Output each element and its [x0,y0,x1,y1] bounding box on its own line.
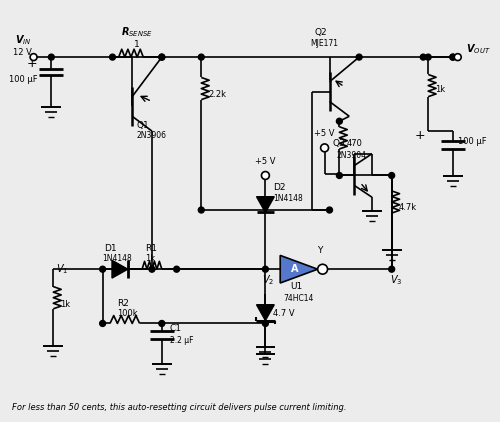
Text: R1: R1 [145,244,157,254]
Circle shape [48,54,54,60]
Circle shape [336,118,342,124]
Text: Y: Y [317,246,322,255]
Circle shape [388,266,394,272]
Circle shape [356,54,362,60]
Text: Q3: Q3 [332,139,345,148]
Text: V$_{OUT}$: V$_{OUT}$ [466,42,490,56]
Text: +: + [414,129,425,142]
Circle shape [159,54,165,60]
Text: C1: C1 [170,325,181,333]
Text: 1N4148: 1N4148 [274,194,303,203]
Text: R2: R2 [118,299,130,308]
Text: 2.2 μF: 2.2 μF [170,336,193,345]
Text: For less than 50 cents, this auto-resetting circuit delivers pulse current limit: For less than 50 cents, this auto-resett… [12,403,346,412]
Circle shape [450,54,456,60]
Text: +5 V: +5 V [255,157,276,166]
Circle shape [336,173,342,179]
Circle shape [30,54,37,61]
Text: V$_2$: V$_2$ [262,273,274,287]
Circle shape [326,207,332,213]
Circle shape [174,266,180,272]
Circle shape [320,144,328,152]
Text: 1N4148: 1N4148 [102,254,132,263]
Polygon shape [256,305,274,320]
Text: 2N3906: 2N3906 [136,131,166,140]
Text: 1k: 1k [435,85,445,94]
Polygon shape [112,260,128,278]
Text: +5 V: +5 V [314,129,335,138]
Text: V$_3$: V$_3$ [390,273,403,287]
Text: D2: D2 [274,183,286,192]
Circle shape [262,266,268,272]
Text: 100 μF: 100 μF [9,75,38,84]
Text: 4.7 V: 4.7 V [274,308,295,318]
Circle shape [262,171,270,179]
Circle shape [262,320,268,327]
Text: V$_{IN}$: V$_{IN}$ [15,33,32,47]
Text: 74HC14: 74HC14 [283,294,314,303]
Circle shape [454,54,461,61]
Circle shape [425,54,431,60]
Text: V$_1$: V$_1$ [56,262,68,276]
Text: D1: D1 [104,244,117,254]
Text: Q2: Q2 [314,28,328,38]
Text: Q1: Q1 [136,121,149,130]
Circle shape [420,54,426,60]
Circle shape [198,207,204,213]
Text: 1k: 1k [60,300,70,308]
Text: 100k: 100k [118,308,138,318]
Circle shape [159,320,165,327]
Polygon shape [280,255,318,283]
Text: 100 μF: 100 μF [458,137,486,146]
Circle shape [198,54,204,60]
Polygon shape [256,197,274,213]
Circle shape [100,320,105,327]
Text: 2.2k: 2.2k [208,89,226,99]
Text: +: + [27,57,38,70]
Text: 4.7k: 4.7k [398,203,416,212]
Circle shape [450,54,456,60]
Text: 2N3904: 2N3904 [336,151,366,160]
Text: U1: U1 [290,282,302,291]
Circle shape [388,173,394,179]
Text: 1: 1 [134,40,140,49]
Circle shape [100,266,105,272]
Circle shape [149,266,155,272]
Text: R$_{SENSE}$: R$_{SENSE}$ [121,25,153,39]
Circle shape [159,54,165,60]
Text: A: A [290,264,298,274]
Text: 1k: 1k [145,254,155,263]
Text: 12 V: 12 V [12,48,32,57]
Circle shape [110,54,116,60]
Text: 470: 470 [346,139,362,148]
Circle shape [318,264,328,274]
Text: MJE171: MJE171 [310,39,338,48]
